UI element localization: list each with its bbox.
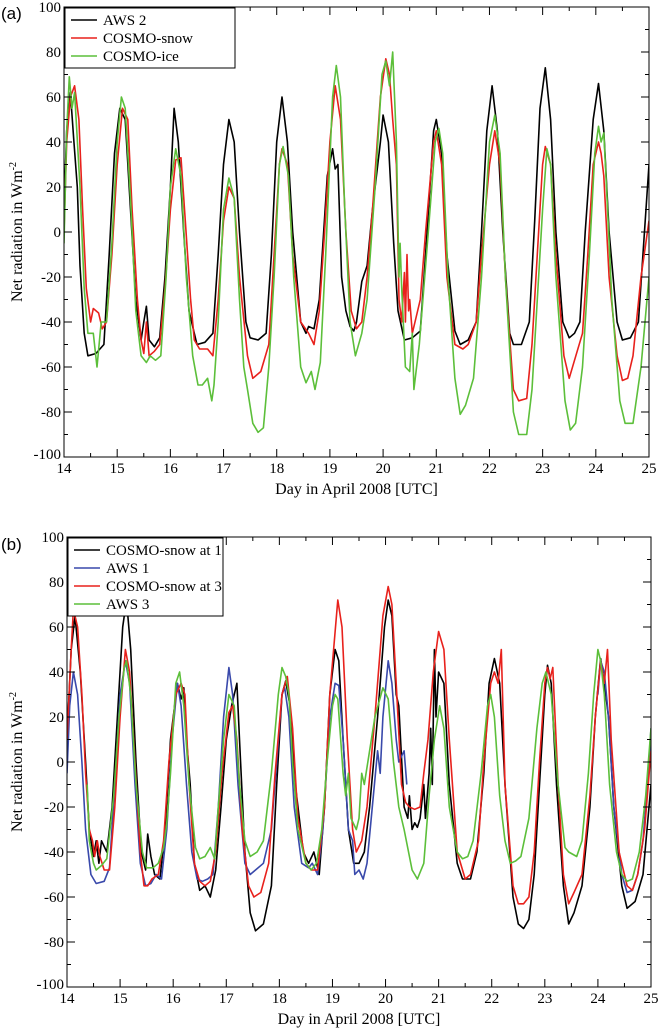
- panel-b-y-tick-label: 60: [49, 620, 64, 636]
- panel-b-legend-item: COSMO-snow at 1: [74, 543, 222, 559]
- panel-b-x-tick-label: 18: [272, 991, 287, 1007]
- panel-a-x-tick-label: 19: [322, 461, 337, 477]
- panel-a-x-tick-label: 23: [535, 461, 550, 477]
- panel-a-series: [64, 51, 649, 436]
- panel-b-y-tick-label: -100: [37, 977, 65, 993]
- panel-a-y-tick-label: 60: [46, 90, 61, 106]
- panel-b-y-tick-label: -80: [44, 935, 64, 951]
- panel-b-x-tick-label: 19: [325, 991, 340, 1007]
- panel-b-x-tick-label: 16: [166, 991, 182, 1007]
- panel-a-series-aws-2: [64, 67, 649, 357]
- panel-b-x-tick-label: 25: [644, 991, 659, 1007]
- panel-b-legend-item: COSMO-snow at 3: [74, 579, 222, 595]
- panel-a-y-axis-title: Net radiation in Wm-2: [8, 162, 26, 302]
- panel-b-y-tick-label: 80: [49, 575, 64, 591]
- panel-b-legend-label: AWS 1: [106, 561, 149, 577]
- panel-a-y-tick-label: 80: [46, 45, 61, 61]
- panel-a-plot-frame: [63, 6, 650, 458]
- panel-a-y-tick-label: -80: [41, 405, 61, 421]
- panel-b-x-tick-label: 20: [378, 991, 393, 1007]
- panel-a-y-axis-title-main: Net radiation in Wm: [9, 170, 26, 302]
- panel-b-series-aws-3: [86, 648, 651, 883]
- panel-a-y-tick-label: -60: [41, 360, 61, 376]
- panel-b-label: (b): [1, 535, 22, 554]
- panel-b-x-tick-label: 22: [484, 991, 499, 1007]
- panel-a-label: (a): [1, 4, 22, 23]
- panel-b-x-tick-label: 21: [431, 991, 446, 1007]
- panel-b-y-axis-title-main: Net radiation in Wm: [9, 700, 26, 832]
- panel-a-x-tick-label: 16: [163, 461, 179, 477]
- panel-a-series-cosmo-snow: [64, 58, 649, 402]
- panel-b-x-tick-label: 14: [60, 991, 76, 1007]
- panel-a-legend-item: COSMO-snow: [71, 31, 193, 47]
- panel-a-x-tick-label: 21: [429, 461, 444, 477]
- panel-a-x-tick-label: 20: [376, 461, 391, 477]
- panel-b-y-tick-label: -60: [44, 890, 64, 906]
- panel-a-legend-item: AWS 2: [71, 13, 146, 29]
- panel-b-legend-label: AWS 3: [106, 597, 149, 613]
- panel-a-y-tick-label: 100: [39, 0, 62, 16]
- panel-b-legend-item: AWS 3: [74, 597, 149, 613]
- panel-b-y-tick-label: 40: [49, 665, 64, 681]
- panel-a-legend-label: AWS 2: [103, 13, 146, 29]
- panel-a-x-tick-label: 17: [216, 461, 232, 477]
- panel-b-x-tick-label: 23: [537, 991, 552, 1007]
- panel-b-series-cosmo-snow-at-3: [67, 585, 651, 905]
- panel-b-series: [67, 585, 651, 932]
- panel-a-x-tick-label: 14: [57, 461, 73, 477]
- panel-a-x-tick-label: 24: [588, 461, 604, 477]
- panel-a-y-tick-label: 0: [54, 225, 62, 241]
- panel-a-axes: 14 15 16 17 18 19 20 21 22 23 24 25 100 80 60 40 20 0 -20 -…: [34, 0, 657, 477]
- panel-b-series-aws-1-continued: [597, 660, 651, 894]
- panel-b-y-tick-label: -20: [44, 800, 64, 816]
- panel-b-legend-box: [67, 537, 224, 617]
- panel-a-legend: AWS 2 COSMO-snow COSMO-ice: [64, 7, 236, 69]
- panel-a-y-tick-label: -100: [34, 447, 62, 463]
- panel-b-x-axis-title: Day in April 2008 [UTC]: [278, 1011, 441, 1028]
- panel-a-y-axis-title-sup: -2: [8, 162, 19, 170]
- panel-b-x-tick-label: 24: [590, 991, 606, 1007]
- panel-a-x-tick-label: 22: [482, 461, 497, 477]
- panel-a-x-tick-label: 25: [642, 461, 657, 477]
- panel-b-x-tick-label: 17: [219, 991, 235, 1007]
- panel-b-y-axis-title-sup: -2: [8, 692, 19, 700]
- panel-b: (b) 14 15 16 17 18 19 20 21 22 23 24 25 100 80 60 40 20 0…: [1, 530, 659, 1028]
- panel-a-legend-label: COSMO-ice: [103, 49, 179, 65]
- panel-b-y-tick-label: 0: [57, 755, 65, 771]
- panel-a-x-tick-label: 18: [269, 461, 284, 477]
- panel-b-legend: COSMO-snow at 1 AWS 1 COSMO-snow at 3 AWS 3: [67, 537, 224, 617]
- panel-b-legend-item: AWS 1: [74, 561, 149, 577]
- panel-a-y-tick-label: -20: [41, 270, 61, 286]
- panel-a-y-tick-label: -40: [41, 315, 61, 331]
- panel-b-y-axis-title: Net radiation in Wm-2: [8, 692, 26, 832]
- panel-b-y-tick-label: -40: [44, 845, 64, 861]
- panel-b-y-tick-label: 100: [42, 530, 65, 546]
- panel-b-x-tick-label: 15: [113, 991, 128, 1007]
- panel-b-legend-label: COSMO-snow at 3: [106, 579, 222, 595]
- panel-a-y-tick-label: 40: [46, 135, 61, 151]
- panel-a: (a) 14 15 16 17 18 19 20 21 22 23 24 25 100 80 60 40 20 0…: [1, 0, 657, 498]
- panel-b-legend-label: COSMO-snow at 1: [106, 543, 222, 559]
- panel-b-y-tick-label: 20: [49, 710, 64, 726]
- panel-a-x-tick-label: 15: [110, 461, 125, 477]
- panel-a-legend-item: COSMO-ice: [71, 49, 179, 65]
- panel-a-y-tick-label: 20: [46, 180, 61, 196]
- panel-a-legend-label: COSMO-snow: [103, 31, 193, 47]
- panel-b-series-cosmo-snow-at-1: [67, 599, 651, 932]
- panel-a-series-cosmo-ice: [64, 51, 649, 436]
- panel-a-x-axis-title: Day in April 2008 [UTC]: [275, 481, 438, 498]
